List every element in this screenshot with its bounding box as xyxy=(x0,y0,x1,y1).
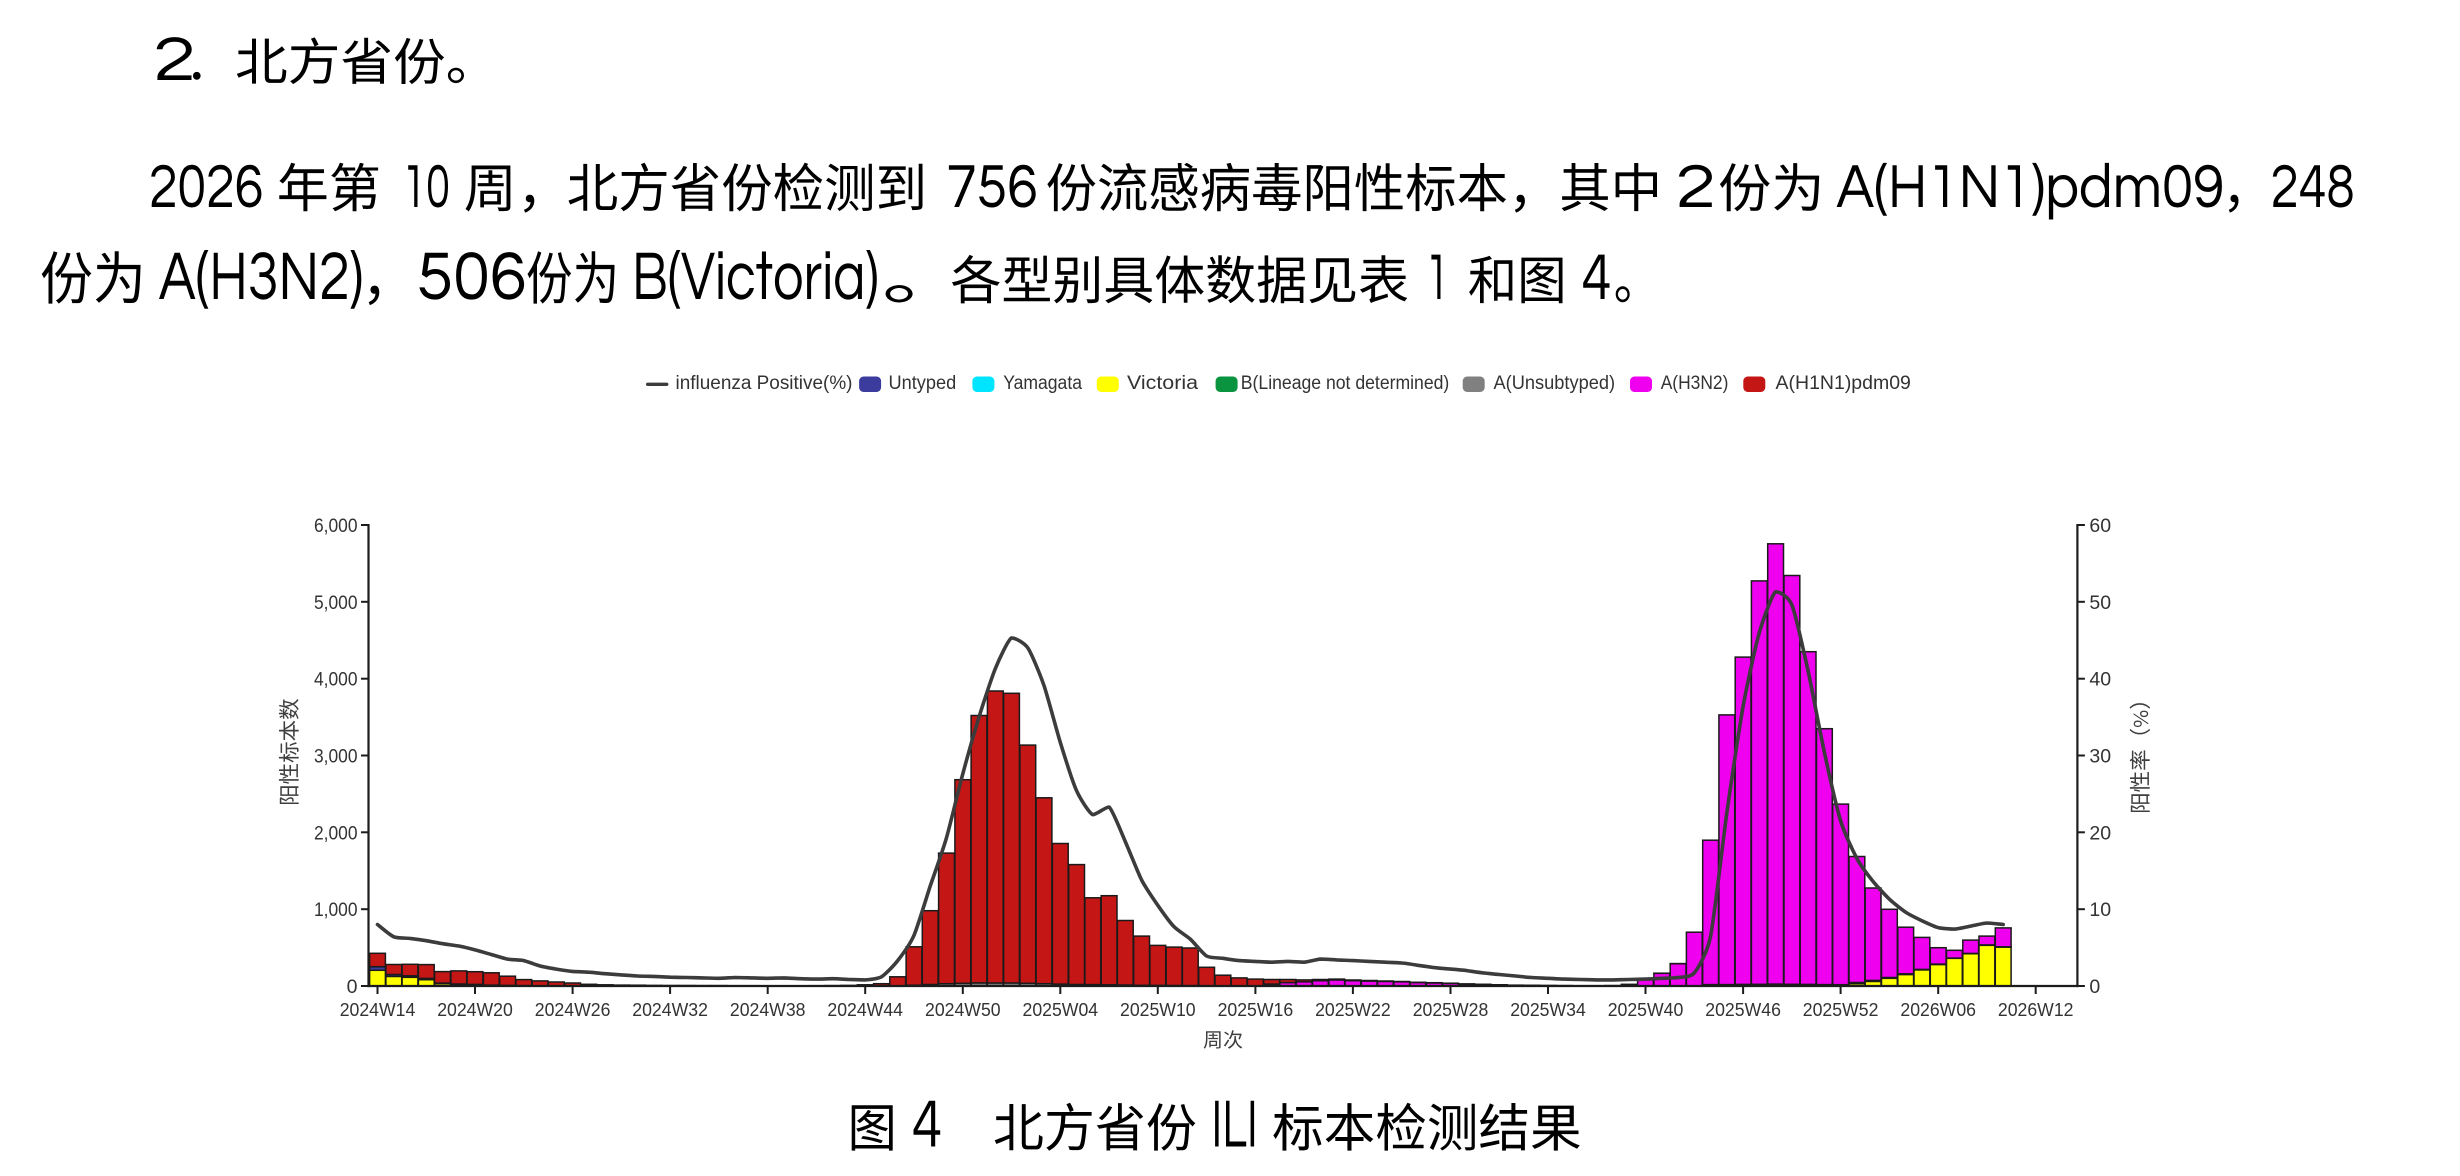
svg-text:Yamagata: Yamagata xyxy=(1003,373,1082,394)
svg-text:1,000: 1,000 xyxy=(314,899,358,921)
svg-text:2025W34: 2025W34 xyxy=(1510,999,1586,1020)
svg-text:40: 40 xyxy=(2089,669,2111,691)
svg-text:2026W06: 2026W06 xyxy=(1900,999,1976,1020)
svg-text:50: 50 xyxy=(2089,592,2111,614)
svg-text:2026W12: 2026W12 xyxy=(1998,999,2074,1020)
svg-text:2025W04: 2025W04 xyxy=(1023,999,1099,1020)
svg-text:2024W26: 2024W26 xyxy=(535,999,611,1020)
svg-text:Victoria: Victoria xyxy=(1127,373,1198,394)
svg-text:2024W44: 2024W44 xyxy=(827,999,903,1020)
svg-text:2024W20: 2024W20 xyxy=(437,999,513,1020)
svg-text:2025W16: 2025W16 xyxy=(1218,999,1294,1020)
svg-text:influenza Positive(%): influenza Positive(%) xyxy=(676,373,853,394)
svg-text:2025W40: 2025W40 xyxy=(1608,999,1684,1020)
svg-text:2025W28: 2025W28 xyxy=(1413,999,1489,1020)
svg-text:2024W32: 2024W32 xyxy=(632,999,708,1020)
svg-text:2025W46: 2025W46 xyxy=(1705,999,1781,1020)
svg-text:6,000: 6,000 xyxy=(314,515,358,537)
svg-text:Untyped: Untyped xyxy=(889,373,957,394)
svg-text:2024W50: 2024W50 xyxy=(925,999,1001,1020)
svg-text:30: 30 xyxy=(2089,746,2111,768)
svg-text:A(H1N1)pdm09: A(H1N1)pdm09 xyxy=(1776,373,1911,394)
svg-text:2025W22: 2025W22 xyxy=(1315,999,1391,1020)
svg-text:0: 0 xyxy=(2089,976,2100,998)
svg-text:2025W52: 2025W52 xyxy=(1803,999,1879,1020)
svg-text:4,000: 4,000 xyxy=(314,669,358,691)
svg-text:2024W38: 2024W38 xyxy=(730,999,806,1020)
svg-text:60: 60 xyxy=(2089,515,2111,537)
svg-text:A(Unsubtyped): A(Unsubtyped) xyxy=(1494,373,1616,394)
svg-text:2,000: 2,000 xyxy=(314,822,358,844)
svg-text:0: 0 xyxy=(347,976,358,998)
svg-text:A(H3N2): A(H3N2) xyxy=(1661,373,1729,394)
svg-text:5,000: 5,000 xyxy=(314,592,358,614)
svg-text:20: 20 xyxy=(2089,822,2111,844)
svg-text:2024W14: 2024W14 xyxy=(340,999,416,1020)
svg-text:10: 10 xyxy=(2089,899,2111,921)
svg-text:B(Lineage not determined): B(Lineage not determined) xyxy=(1241,373,1450,394)
svg-text:2025W10: 2025W10 xyxy=(1120,999,1196,1020)
svg-text:3,000: 3,000 xyxy=(314,746,358,768)
